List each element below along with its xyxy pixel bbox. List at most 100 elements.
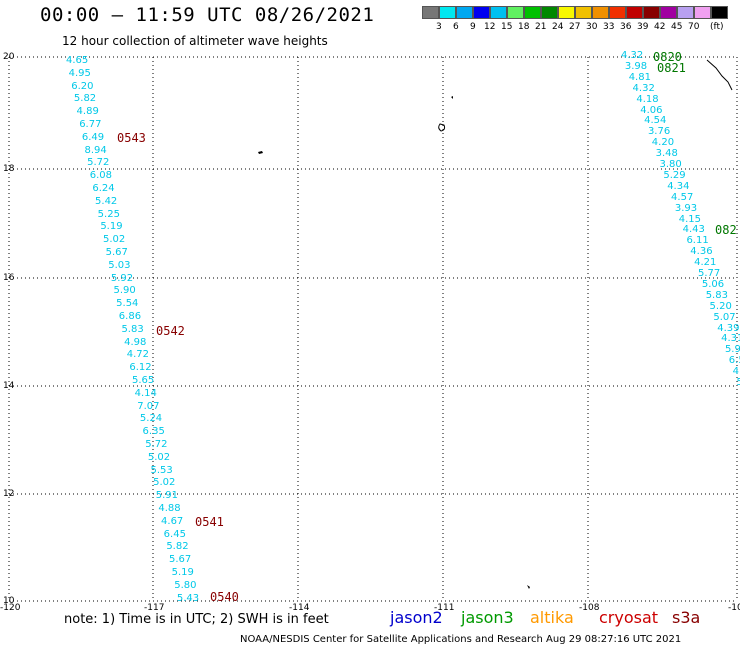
longitude-label: -117 [144, 603, 165, 613]
color-scale [422, 6, 728, 19]
color-scale-label: 15 [501, 22, 513, 32]
swh-value: 4.06 [640, 104, 663, 116]
legend-jason2: jason2 [390, 608, 443, 627]
color-scale-label: 3 [436, 22, 442, 32]
swh-value: 4.81 [628, 71, 651, 83]
pass-time-label: 082 [715, 223, 737, 237]
color-swatch [524, 6, 541, 19]
longitude-label: -111 [434, 603, 455, 613]
pass-time-label: 0543 [117, 131, 146, 145]
swh-value: 4.18 [636, 93, 659, 105]
pass-time-label: 0542 [156, 324, 185, 338]
island-feature [527, 585, 530, 589]
color-scale-label: 6 [453, 22, 459, 32]
color-swatch [490, 6, 507, 19]
pass-time-label: 0540 [210, 590, 239, 604]
color-swatch [507, 6, 524, 19]
swh-value: 5.07 [713, 311, 736, 323]
pass-time-label: 0820 [653, 50, 682, 64]
swh-value: 5.90 [113, 285, 136, 297]
swh-value: 4.54 [644, 115, 667, 127]
color-scale-label: 45 [671, 22, 683, 32]
color-scale-label: 24 [552, 22, 564, 32]
swh-value: 5.03 [108, 259, 131, 271]
swh-value: 6.24 [92, 183, 115, 194]
color-scale-label: 33 [603, 22, 615, 32]
land-features [258, 59, 733, 589]
swh-value: 4. [732, 366, 740, 378]
graticule [8, 56, 738, 602]
swh-value: 5.67 [168, 554, 192, 566]
swh-value: 4.36 [690, 246, 713, 258]
swh-value: 4.15 [678, 213, 702, 225]
chart-subtitle: 12 hour collection of altimeter wave hei… [62, 34, 328, 48]
swh-value: 4.89 [76, 106, 99, 118]
island-feature [451, 96, 453, 99]
longitude-label: -114 [289, 603, 310, 613]
latitude-label: 12 [3, 489, 15, 499]
swh-value: 4.95 [68, 67, 91, 79]
color-swatch [592, 6, 609, 19]
swh-value: 5.77 [698, 268, 721, 279]
swh-value: 5.9 [724, 344, 740, 356]
color-swatch [694, 6, 711, 19]
swh-value: 4.32 [621, 50, 644, 61]
island-feature [258, 151, 263, 154]
latitude-label: 16 [3, 273, 15, 283]
swh-value: 5.67 [105, 247, 128, 258]
swh-value: 6.86 [118, 311, 142, 322]
color-swatch [473, 6, 490, 19]
swh-value: 5.02 [153, 477, 176, 489]
swh-value: 5.42 [95, 195, 118, 207]
swh-value: 6.49 [81, 131, 105, 143]
swh-value: 6.08 [89, 170, 113, 182]
island-feature [438, 123, 446, 132]
color-scale-label: 27 [569, 22, 581, 32]
coastline-fragment [706, 59, 733, 91]
swh-value: 5.83 [121, 323, 144, 335]
latitude-label: 20 [3, 52, 15, 62]
swh-value: 4.34 [667, 180, 690, 192]
swh-value: 4.88 [158, 503, 181, 514]
note-text: note: 1) Time is in UTC; 2) SWH is in fe… [64, 612, 329, 627]
swh-value: 6.20 [71, 80, 94, 92]
swh-value: 5.72 [145, 439, 168, 450]
swh-value: 3.48 [655, 148, 678, 160]
swh-value: 5.19 [100, 221, 123, 233]
longitude-label: -120 [0, 603, 21, 613]
swh-value: 5.02 [147, 451, 171, 463]
swh-value: 6.77 [79, 119, 102, 130]
swh-value: 4.65 [66, 55, 89, 66]
color-scale-label: 42 [654, 22, 666, 32]
swh-value: 5.82 [73, 93, 97, 105]
legend-altika: altika [530, 608, 574, 627]
swh-value: 5.24 [139, 413, 163, 425]
swh-value: 4.98 [124, 336, 147, 348]
swh-value: 5.19 [171, 567, 194, 578]
color-swatch [609, 6, 626, 19]
swh-value: 7.07 [137, 400, 160, 412]
legend-jason3: jason3 [461, 608, 514, 627]
color-swatch [541, 6, 558, 19]
color-swatch [677, 6, 694, 19]
swh-value: 5.92 [110, 272, 134, 284]
pass-time-label: 0541 [195, 515, 224, 529]
latitude-label: 14 [3, 381, 15, 391]
swh-value: 5.65 [132, 375, 155, 386]
swh-value: 5.82 [166, 541, 189, 553]
swh-value: 5.54 [116, 298, 139, 310]
swh-value: 6.5 [728, 355, 740, 367]
longitude-label: -105 [728, 603, 740, 613]
longitude-label: -108 [579, 603, 600, 613]
color-swatch [439, 6, 456, 19]
credit-line: NOAA/NESDIS Center for Satellite Applica… [240, 634, 682, 645]
swh-value: 4.20 [651, 137, 675, 149]
swh-value: 5.06 [701, 278, 725, 290]
swh-value: 3.93 [674, 202, 698, 214]
swh-value: 6.11 [686, 235, 709, 247]
legend-cryosat: cryosat [599, 608, 659, 627]
color-scale-label: 18 [518, 22, 530, 32]
swh-value: 3.76 [647, 126, 671, 138]
swh-value: 3.98 [624, 60, 648, 72]
swh-value: 4.43 [682, 224, 705, 236]
